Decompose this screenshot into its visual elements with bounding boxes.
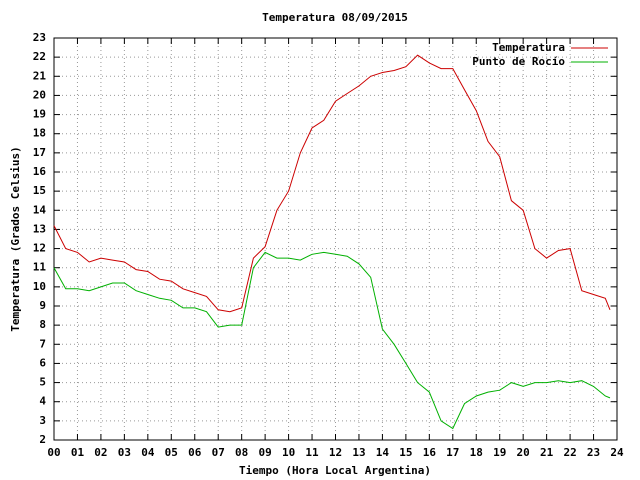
x-tick-label: 23 [587, 446, 600, 459]
x-tick-label: 17 [446, 446, 459, 459]
x-tick-label: 09 [259, 446, 272, 459]
y-tick-label: 9 [39, 299, 46, 312]
legend-label: Temperatura [492, 41, 565, 54]
y-tick-label: 20 [33, 88, 46, 101]
y-tick-label: 16 [33, 165, 47, 178]
x-tick-label: 00 [47, 446, 60, 459]
y-tick-label: 15 [33, 184, 46, 197]
y-tick-label: 19 [33, 108, 46, 121]
x-tick-label: 05 [165, 446, 178, 459]
y-tick-label: 3 [39, 414, 46, 427]
y-tick-label: 6 [39, 356, 46, 369]
series-line [53, 54, 611, 313]
legend-label: Punto de Rocío [472, 55, 565, 68]
x-tick-label: 20 [517, 446, 530, 459]
y-tick-label: 10 [33, 280, 46, 293]
y-tick-label: 5 [39, 376, 46, 389]
x-tick-label: 15 [399, 446, 412, 459]
x-tick-label: 02 [94, 446, 107, 459]
chart-title: Temperatura 08/09/2015 [262, 11, 408, 24]
series-line [53, 251, 611, 430]
x-tick-label: 11 [305, 446, 319, 459]
y-tick-label: 17 [33, 146, 46, 159]
x-tick-label: 04 [141, 446, 155, 459]
x-tick-label: 01 [71, 446, 85, 459]
x-tick-label: 08 [235, 446, 248, 459]
y-tick-label: 23 [33, 31, 46, 44]
x-tick-label: 13 [352, 446, 365, 459]
y-tick-label: 12 [33, 242, 46, 255]
x-tick-label: 21 [540, 446, 554, 459]
x-tick-label: 24 [610, 446, 624, 459]
y-tick-label: 4 [39, 395, 46, 408]
x-tick-label: 06 [188, 446, 202, 459]
plot-frame [53, 37, 618, 441]
x-tick-label: 16 [423, 446, 437, 459]
y-tick-label: 13 [33, 222, 46, 235]
y-tick-label: 21 [33, 69, 47, 82]
x-tick-label: 19 [493, 446, 506, 459]
y-tick-label: 22 [33, 50, 46, 63]
x-tick-label: 07 [212, 446, 225, 459]
y-tick-label: 11 [33, 261, 47, 274]
x-tick-label: 12 [329, 446, 342, 459]
x-tick-label: 10 [282, 446, 295, 459]
y-axis-label: Temperatura (Grados Celsius) [9, 146, 22, 331]
x-axis-label: Tiempo (Hora Local Argentina) [239, 464, 431, 477]
x-tick-label: 22 [563, 446, 576, 459]
x-tick-label: 14 [376, 446, 390, 459]
y-tick-label: 14 [33, 203, 47, 216]
y-tick-label: 2 [39, 433, 46, 446]
x-tick-label: 18 [470, 446, 483, 459]
y-tick-label: 18 [33, 127, 46, 140]
y-tick-label: 8 [39, 318, 46, 331]
y-tick-label: 7 [39, 337, 46, 350]
x-tick-label: 03 [118, 446, 131, 459]
